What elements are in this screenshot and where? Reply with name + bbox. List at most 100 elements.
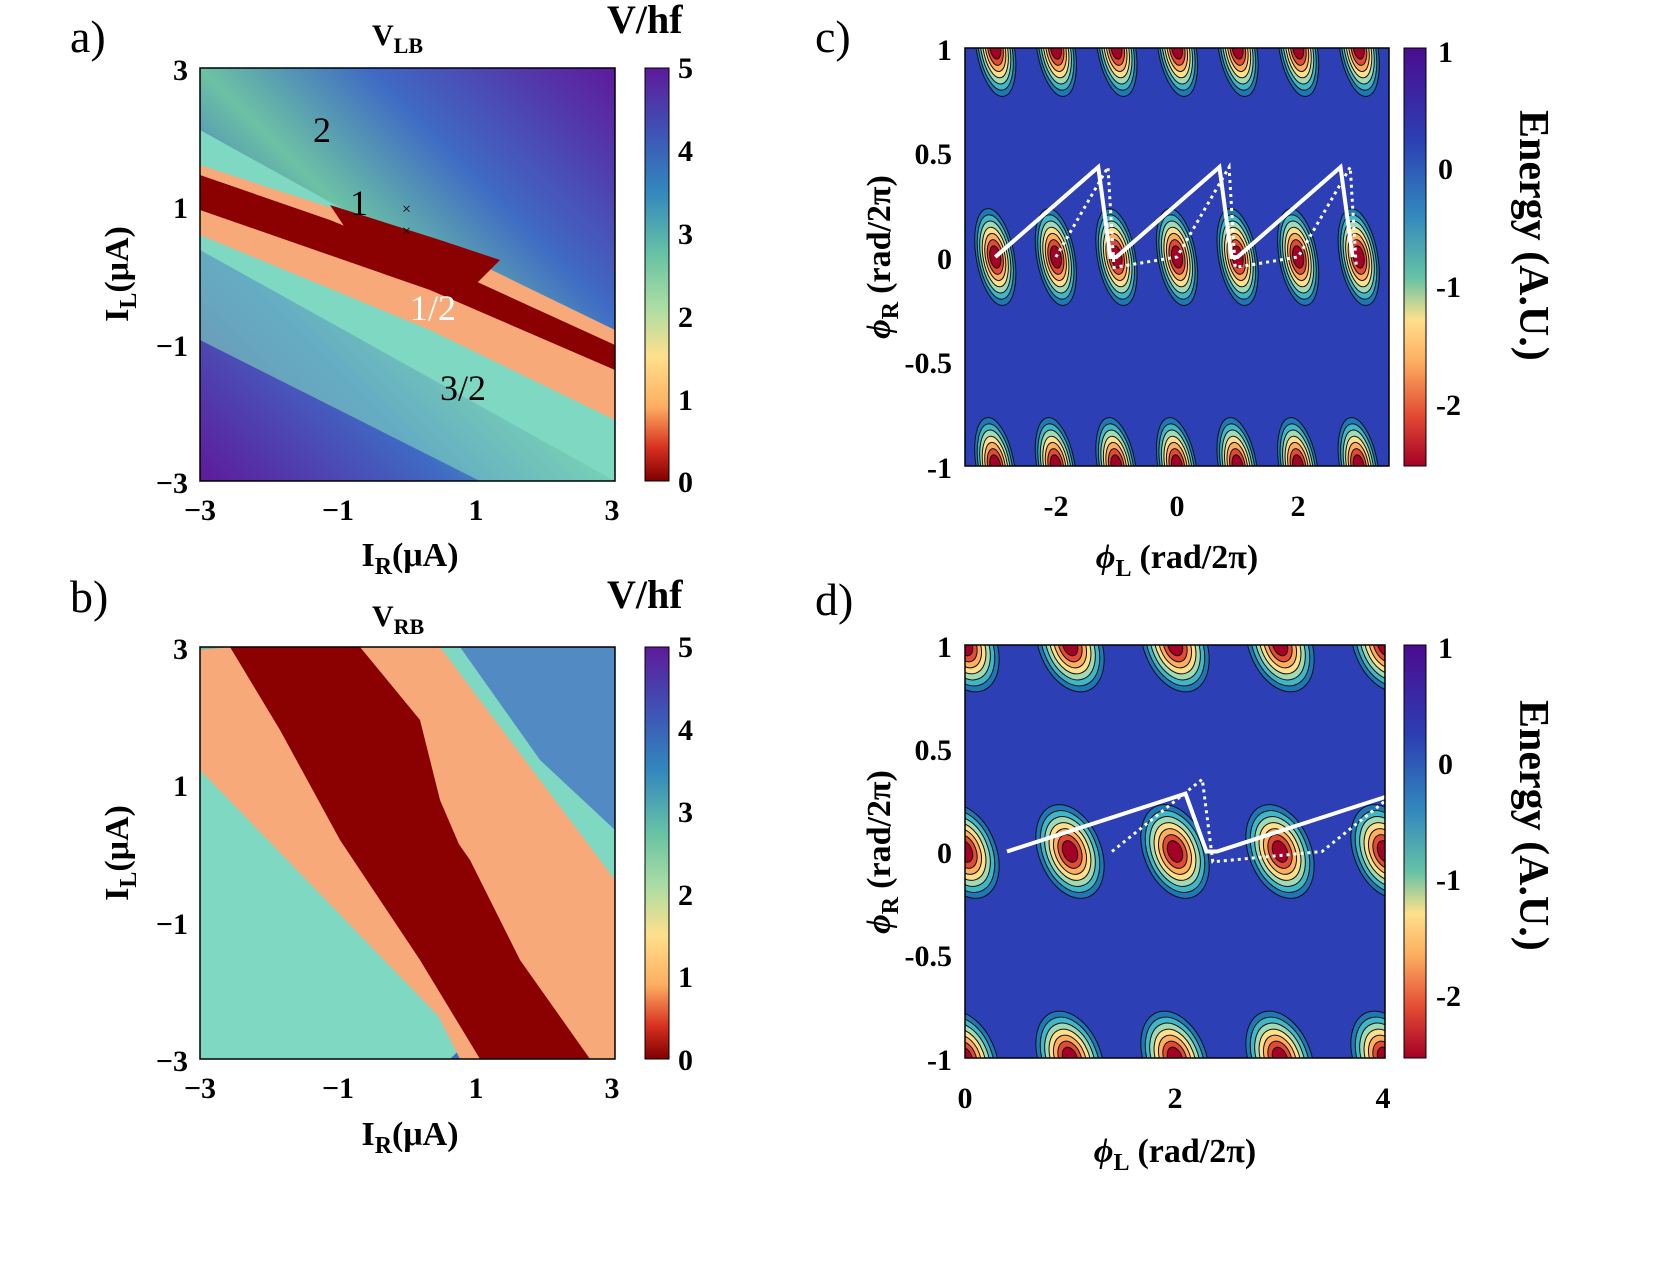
annotation-1: 1 (350, 183, 368, 223)
panel-c-colorbar-title: Energy (A.U.) (1510, 110, 1556, 361)
panel-a-heatmap (200, 68, 615, 481)
svg-text:-1: -1 (927, 1044, 952, 1077)
panel-c-ylabel: ϕR(rad/2π) (861, 175, 904, 339)
svg-text:1: 1 (937, 34, 952, 67)
svg-text:−3: −3 (184, 1072, 216, 1105)
marker-lower: × (402, 223, 411, 240)
a-ytick-3: 3 (173, 54, 188, 87)
panel-d-trajectory-solid (1006, 791, 1385, 854)
panel-d-colorbar-ticks: 1 0 -1 -2 (1436, 632, 1461, 1013)
panel-c-contour (965, 48, 1389, 466)
svg-text:0: 0 (937, 243, 952, 276)
svg-text:-2: -2 (1436, 389, 1461, 422)
svg-text:2: 2 (678, 301, 693, 334)
panel-c-minimum-5-1 (1277, 208, 1320, 306)
panel-a: VLB 2 1 1/2 3/2 × × 3 1 −1 −3 −3 −1 1 3 … (99, 0, 693, 580)
svg-text:0: 0 (678, 466, 693, 499)
panel-c: 1 0.5 0 -0.5 -1 -2 0 2 ϕL (rad/2π) ϕR(rad… (861, 34, 1556, 582)
panel-b-colorbar (644, 646, 670, 1060)
panel-b-ylabel: IL(μA) (99, 805, 142, 901)
panel-d-contour (965, 645, 1385, 1058)
svg-text:4: 4 (678, 714, 693, 747)
svg-text:1: 1 (173, 770, 188, 803)
panel-label-a: a) (70, 11, 106, 62)
panel-b-yticks: 3 1 −1 −3 (156, 633, 188, 1078)
panel-d-minimum-2-1 (1140, 804, 1210, 899)
svg-text:0.5: 0.5 (915, 138, 953, 171)
panel-d: 1 0.5 0 -0.5 -1 0 2 4 ϕL (rad/2π) ϕR(rad/… (861, 631, 1556, 1176)
panel-label-c: c) (815, 11, 851, 62)
svg-text:0: 0 (1438, 748, 1453, 781)
annotation-1-2: 1/2 (410, 288, 456, 328)
svg-text:0: 0 (1170, 490, 1185, 523)
panel-b-title: VRB (372, 600, 425, 639)
svg-text:1: 1 (937, 631, 952, 664)
svg-text:-2: -2 (1044, 490, 1069, 523)
panel-a-xlabel: IR(μA) (361, 537, 458, 580)
panel-d-ylabel: ϕR(rad/2π) (861, 770, 904, 934)
panel-b-xlabel: IR(μA) (361, 1116, 458, 1159)
svg-text:-0.5: -0.5 (905, 940, 953, 973)
panel-c-trajectory-dotted (1054, 162, 1358, 270)
panel-b-xticks: −3 −1 1 3 (184, 1072, 620, 1105)
panel-a-ylabel: IL(μA) (99, 226, 142, 322)
svg-text:3: 3 (678, 796, 693, 829)
panel-d-minimum-1-1 (1035, 804, 1105, 899)
panel-c-colorbar (1403, 47, 1427, 467)
panel-label-b: b) (70, 571, 108, 622)
panel-d-minimum-4-0 (1350, 645, 1385, 693)
panel-d-minimum-0-1 (965, 804, 1000, 899)
panel-a-xticks: −3 −1 1 3 (184, 494, 620, 527)
svg-text:−3: −3 (156, 1045, 188, 1078)
panel-d-minimum-3-1 (1245, 804, 1315, 899)
svg-text:4: 4 (678, 135, 693, 168)
svg-text:1: 1 (678, 961, 693, 994)
panel-c-xticks: -2 0 2 (1044, 490, 1306, 523)
marker-upper: × (402, 201, 411, 218)
panel-d-xticks: 0 2 4 (958, 1082, 1391, 1115)
a-ytick-1: 1 (173, 192, 188, 225)
svg-text:3: 3 (173, 633, 188, 666)
panel-c-xlabel: ϕL (rad/2π) (1096, 539, 1258, 582)
svg-text:-0.5: -0.5 (905, 347, 953, 380)
svg-text:3: 3 (605, 1072, 620, 1105)
panel-d-minimum-0-2 (965, 1010, 1000, 1058)
panel-label-d: d) (815, 574, 853, 625)
panel-b-heatmap (200, 647, 615, 1059)
svg-text:5: 5 (678, 52, 693, 85)
svg-text:-1: -1 (1436, 864, 1461, 897)
svg-text:0: 0 (937, 837, 952, 870)
svg-text:0: 0 (958, 1082, 973, 1115)
svg-text:−1: −1 (322, 1072, 354, 1105)
panel-c-minimum-0-1 (974, 208, 1017, 306)
annotation-3-2: 3/2 (440, 368, 486, 408)
panel-d-trajectory-dotted (1111, 776, 1385, 864)
panel-d-xlabel: ϕL (rad/2π) (1094, 1133, 1256, 1176)
svg-text:2: 2 (678, 879, 693, 912)
svg-text:−1: −1 (156, 908, 188, 941)
svg-text:0: 0 (678, 1044, 693, 1077)
annotation-2: 2 (313, 110, 331, 150)
a-xtick-m3: −3 (184, 494, 216, 527)
panel-a-colorbar-ticks: 5 4 3 2 1 0 (678, 52, 693, 499)
a-xtick-1: 1 (469, 494, 484, 527)
panel-a-yticks: 3 1 −1 −3 (156, 54, 188, 500)
panel-c-trajectory-solid (993, 163, 1355, 259)
panel-d-colorbar-title: Energy (A.U.) (1510, 700, 1556, 951)
panel-b-colorbar-ticks: 5 4 3 2 1 0 (678, 631, 693, 1077)
svg-text:2: 2 (1168, 1082, 1183, 1115)
panel-d-yticks: 1 0.5 0 -0.5 -1 (905, 631, 953, 1077)
svg-text:0.5: 0.5 (915, 734, 953, 767)
svg-text:-1: -1 (927, 452, 952, 485)
svg-text:1: 1 (1438, 632, 1453, 665)
svg-text:1: 1 (1438, 36, 1453, 69)
panel-c-yticks: 1 0.5 0 -0.5 -1 (905, 34, 953, 485)
svg-text:0: 0 (1438, 153, 1453, 186)
panel-c-colorbar-ticks: 1 0 -1 -2 (1436, 36, 1461, 422)
panel-b: VRB 3 1 −1 −3 −3 −1 1 3 IR(μA) IL(μA) V/… (99, 572, 693, 1159)
svg-text:2: 2 (1291, 490, 1306, 523)
svg-text:1: 1 (678, 384, 693, 417)
a-xtick-3: 3 (605, 494, 620, 527)
svg-text:-2: -2 (1436, 980, 1461, 1013)
